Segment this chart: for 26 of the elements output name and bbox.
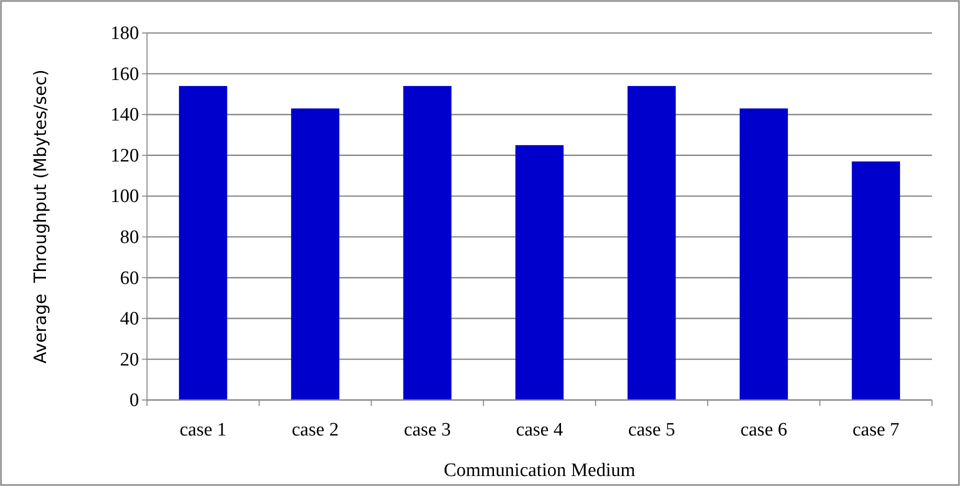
x-tick-label: case 2 [292, 419, 339, 440]
y-tick-label: 0 [130, 390, 139, 412]
y-tick-label: 140 [110, 104, 139, 126]
x-tick-label: case 1 [180, 419, 227, 440]
x-tick-label: case 7 [852, 419, 900, 440]
x-tick-label: case 3 [404, 419, 451, 440]
y-tick-label: 40 [120, 308, 139, 330]
y-tick-label: 100 [110, 186, 139, 208]
bar [852, 161, 900, 400]
bar [178, 86, 228, 400]
bar [515, 145, 564, 400]
x-tick-label: case 4 [516, 419, 564, 440]
y-tick-label: 20 [120, 349, 139, 370]
bar [740, 108, 788, 400]
bar [628, 86, 676, 400]
bar [291, 108, 340, 400]
y-tick-label: 60 [120, 268, 139, 289]
y-axis-title: Average Throughput (Mbytes/sec) [31, 70, 51, 364]
y-tick-label: 80 [120, 226, 139, 248]
x-tick-label: case 6 [740, 419, 788, 440]
x-axis-title: Communication Medium [444, 460, 636, 481]
bar [403, 86, 452, 400]
y-tick-label: 180 [110, 23, 139, 44]
x-tick-label: case 5 [628, 419, 676, 440]
y-tick-label: 160 [110, 64, 139, 85]
y-tick-label: 120 [110, 145, 139, 166]
